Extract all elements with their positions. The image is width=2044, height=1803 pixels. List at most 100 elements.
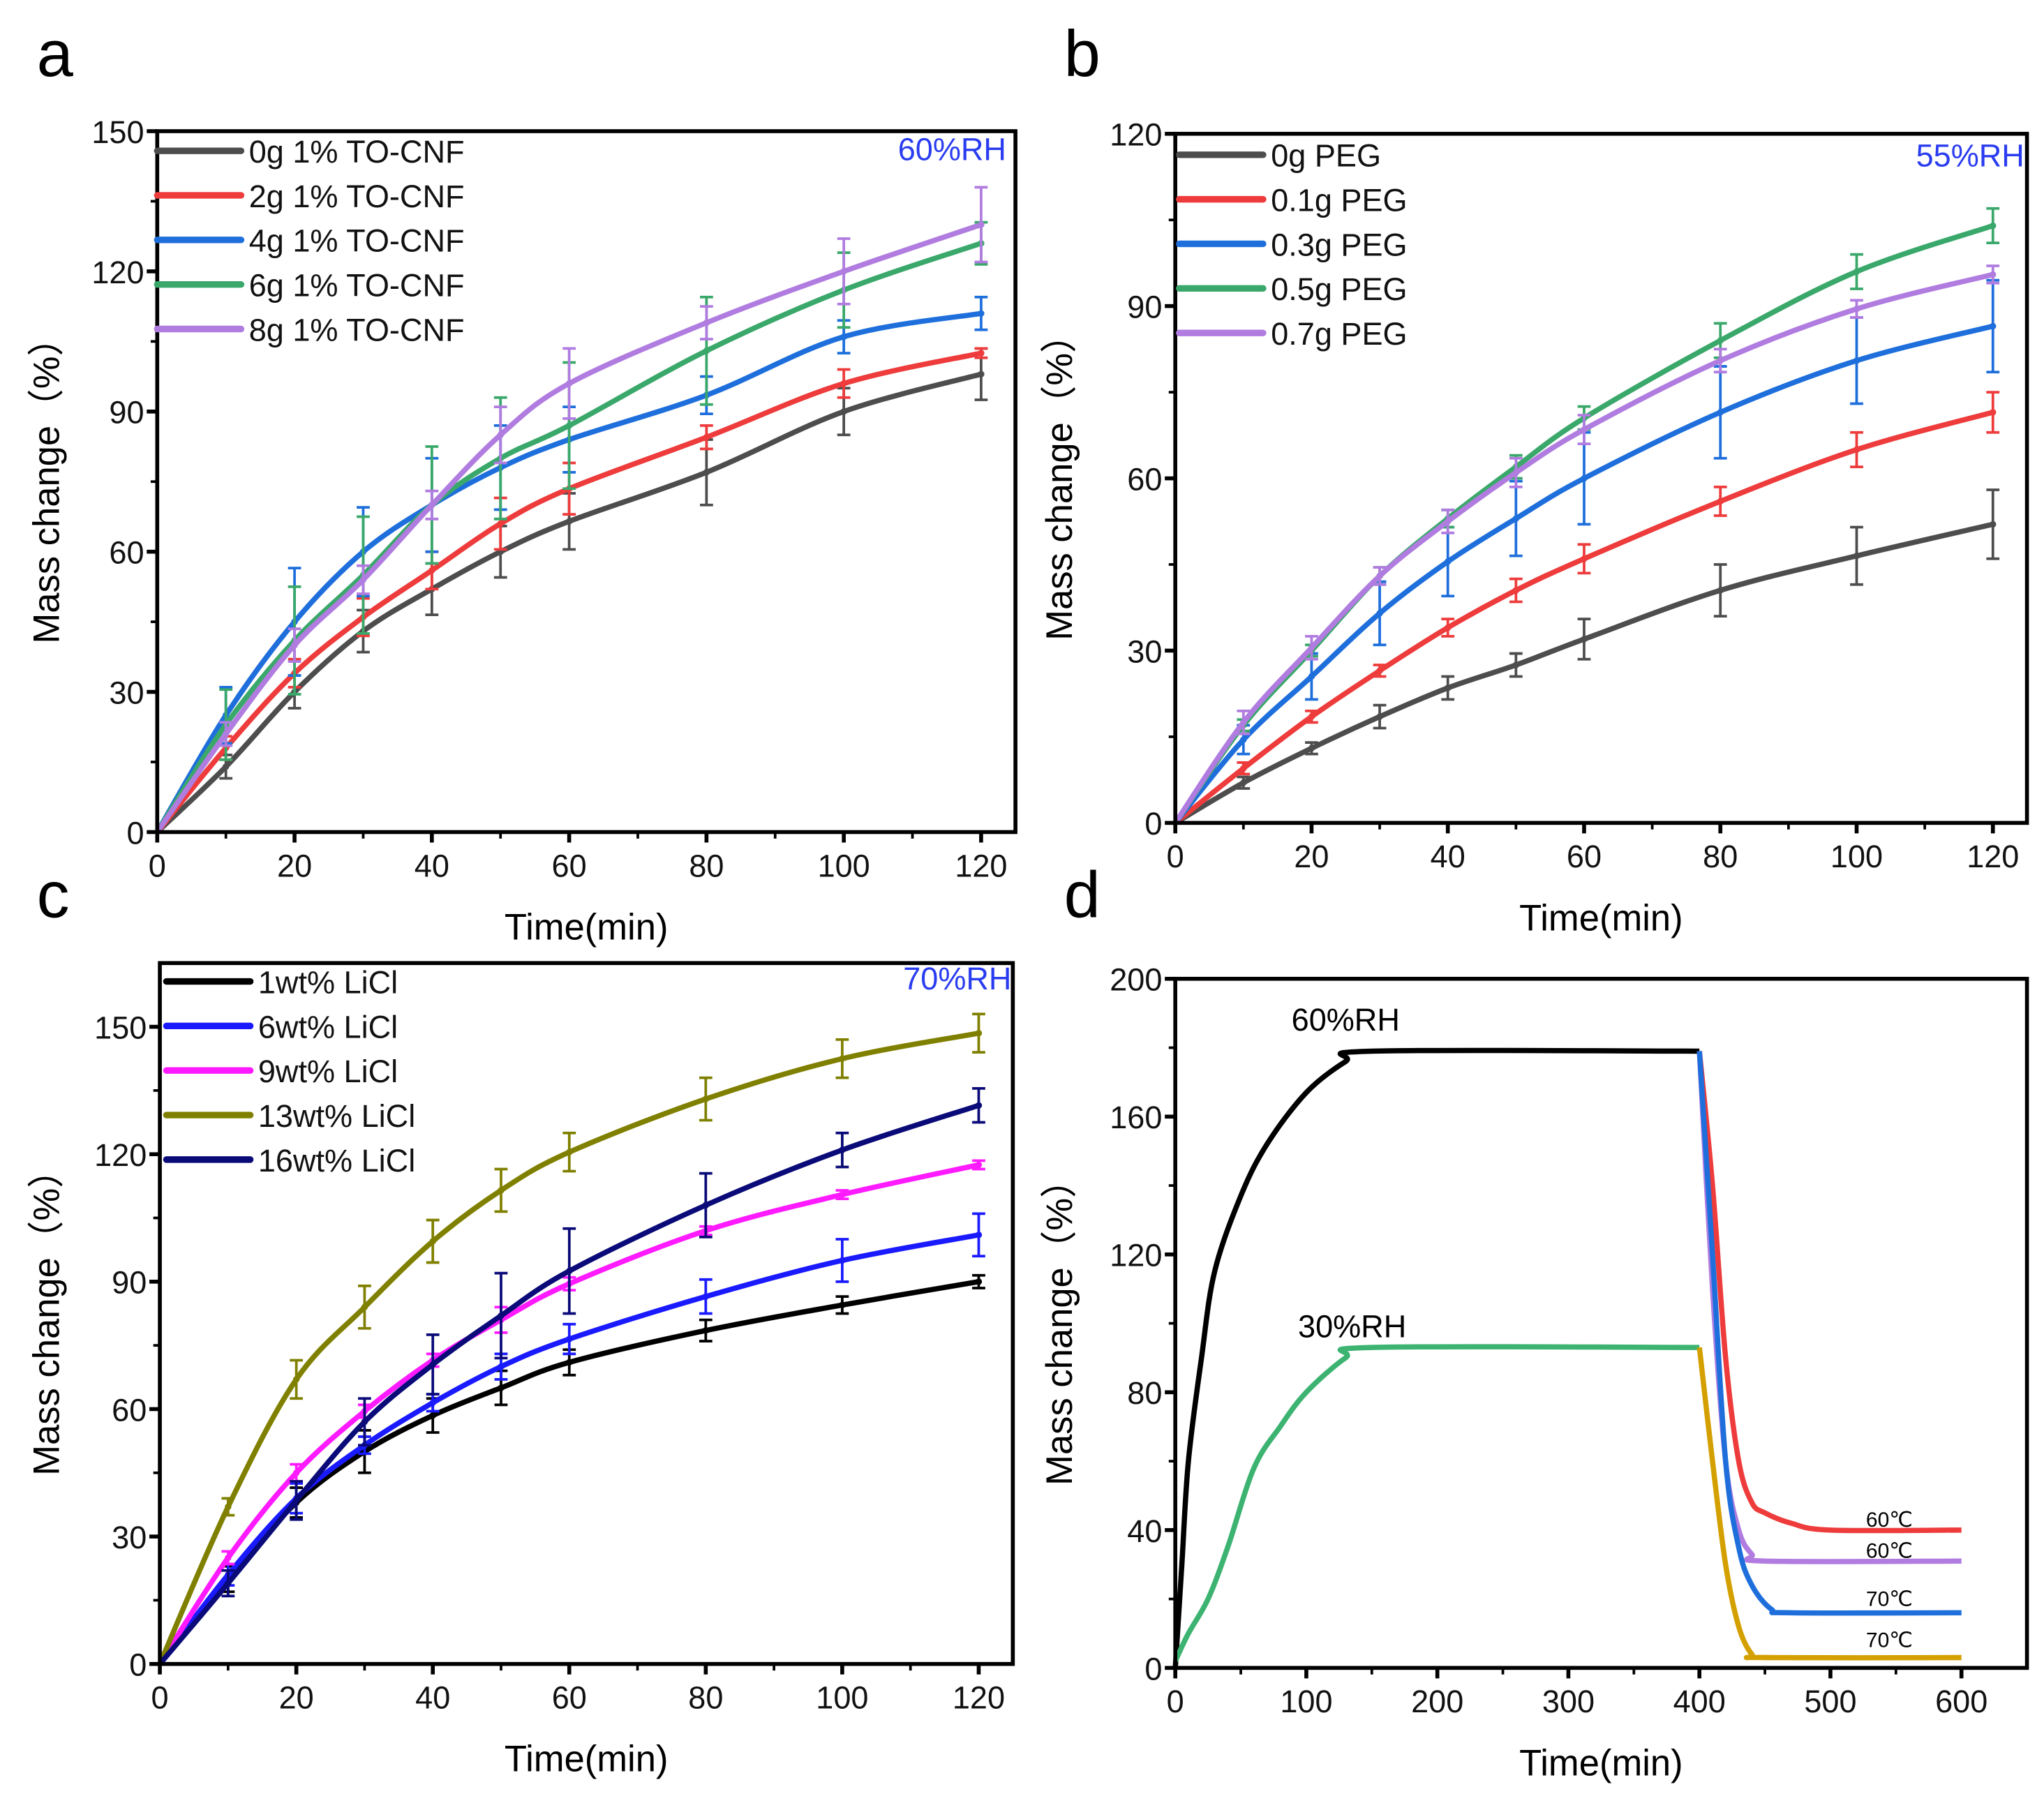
panel-letter-c: c: [37, 858, 70, 932]
y-tick-label: 90: [1127, 290, 1162, 325]
data-point: [498, 1384, 505, 1391]
y-axis-title: Mass change（%）: [26, 1151, 67, 1476]
data-point: [1717, 587, 1724, 594]
data-point: [1853, 306, 1860, 313]
data-point: [703, 469, 710, 476]
series-line-4: [155, 241, 983, 834]
data-point: [361, 1303, 368, 1311]
data-point: [1717, 357, 1724, 364]
legend-label: 0.3g PEG: [1271, 227, 1407, 262]
condition-label: 60%RH: [898, 131, 1006, 167]
y-tick-label: 120: [94, 1137, 147, 1173]
data-point: [1990, 222, 1997, 230]
condition-label: 55%RH: [1916, 138, 2024, 174]
data-point: [1240, 719, 1247, 726]
legend-label: 6g 1% TO-CNF: [249, 268, 465, 304]
data-point: [497, 520, 504, 528]
series-line-5: [1696, 1051, 1962, 1616]
annotation-label: 60℃: [1866, 1509, 1913, 1532]
x-tick-label: 120: [955, 848, 1007, 883]
data-point: [1717, 409, 1724, 416]
series-line-2: [1173, 410, 1994, 825]
data-point: [1581, 636, 1588, 643]
annotation-label: 70℃: [1866, 1629, 1913, 1652]
x-tick-label: 80: [1703, 839, 1738, 874]
data-point: [429, 1399, 436, 1407]
x-tick-label: 20: [277, 848, 312, 883]
x-tick-label: 300: [1542, 1684, 1595, 1719]
x-tick-label: 100: [816, 1680, 868, 1716]
data-point: [1512, 469, 1520, 477]
data-point: [566, 1149, 573, 1155]
data-point: [839, 1191, 846, 1198]
data-point: [498, 1363, 505, 1370]
x-tick-label: 100: [1830, 839, 1883, 874]
data-point: [975, 1278, 983, 1285]
data-point: [1308, 644, 1315, 652]
data-point: [1445, 684, 1452, 691]
series-line-3: [1173, 323, 1994, 825]
series-line-1: [1172, 1047, 1700, 1668]
x-tick-label: 20: [1294, 839, 1329, 874]
y-tick-label: 90: [112, 1265, 147, 1301]
data-point: [429, 1412, 436, 1419]
x-tick-label: 0: [149, 848, 166, 883]
data-point: [978, 350, 985, 357]
data-point: [498, 1187, 505, 1194]
data-point: [1308, 713, 1315, 720]
y-tick-label: 150: [94, 1010, 147, 1045]
data-point: [839, 1146, 846, 1153]
series-line-3: [1696, 1051, 1962, 1534]
x-tick-label: 100: [818, 848, 870, 883]
x-tick-label: 80: [688, 1680, 723, 1716]
data-point: [975, 1030, 983, 1037]
data-point: [1853, 552, 1860, 560]
series-line-5: [155, 222, 983, 834]
x-tick-label: 120: [953, 1680, 1005, 1716]
data-point: [702, 1293, 710, 1300]
y-tick-label: 200: [1110, 962, 1162, 998]
y-tick-label: 120: [1110, 1238, 1162, 1273]
data-point: [978, 221, 985, 228]
data-point: [566, 1336, 573, 1342]
data-point: [1717, 337, 1724, 344]
data-point: [1581, 555, 1588, 562]
data-point: [975, 1232, 983, 1239]
x-tick-label: 60: [552, 1680, 587, 1716]
x-axis-title: Time(min): [1519, 897, 1683, 938]
data-point: [703, 433, 710, 441]
y-axis-title: Mass change（%）: [1039, 1161, 1080, 1486]
data-point: [359, 576, 367, 583]
legend-label: 0g PEG: [1271, 138, 1381, 174]
data-point: [291, 641, 298, 649]
series-line-4: [1696, 1051, 1962, 1564]
y-tick-label: 150: [91, 114, 144, 150]
data-point: [703, 319, 710, 327]
y-tick-label: 90: [109, 395, 144, 431]
data-point: [839, 1055, 846, 1062]
y-tick-label: 120: [91, 255, 144, 290]
data-point: [565, 380, 573, 387]
data-point: [1581, 474, 1588, 482]
series-line-5: [1173, 271, 1994, 825]
panel-letter-d: d: [1064, 858, 1101, 932]
annotation-label: 60%RH: [1292, 1002, 1400, 1038]
data-point: [566, 1359, 573, 1366]
data-point: [292, 1469, 300, 1476]
data-point: [1376, 713, 1383, 720]
chart-panel-c: 0 20 40 60 80 100 120 0 30 60 90 120 150 Time(min) Mas…: [26, 961, 1015, 1780]
y-tick-label: 120: [1110, 117, 1162, 153]
panel-letter-a: a: [37, 17, 74, 90]
data-point: [702, 1095, 710, 1102]
data-point: [1445, 518, 1452, 525]
series-line-2: [1172, 1344, 1700, 1663]
data-point: [1445, 558, 1452, 565]
data-point: [1240, 779, 1247, 786]
x-tick-label: 40: [1431, 839, 1465, 874]
data-point: [497, 431, 504, 438]
data-point: [840, 268, 847, 275]
panel-letter-b: b: [1064, 17, 1101, 90]
data-point: [978, 371, 985, 377]
condition-label: 70%RH: [903, 961, 1011, 996]
data-point: [1512, 587, 1520, 594]
